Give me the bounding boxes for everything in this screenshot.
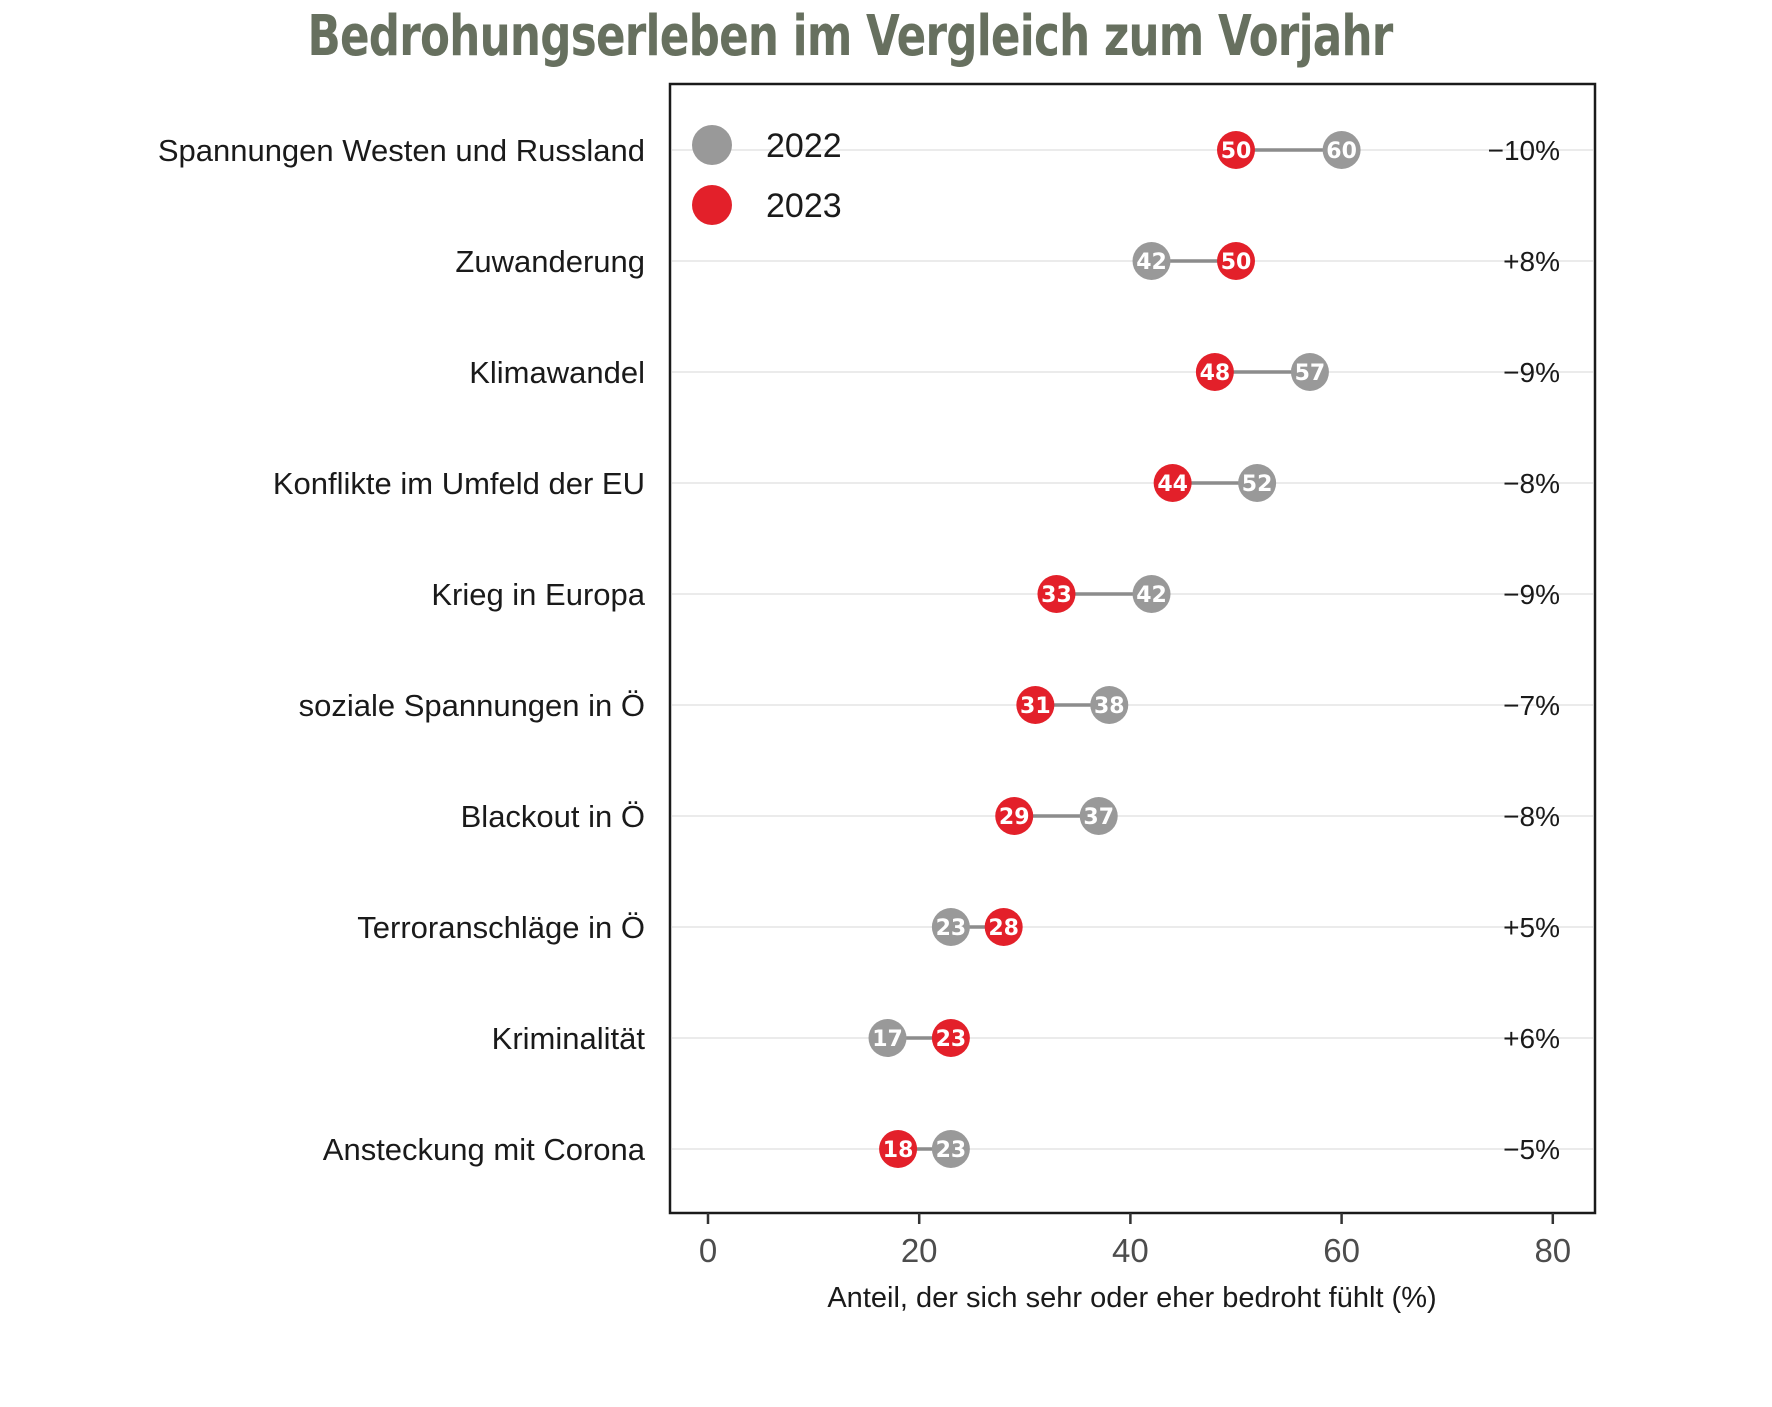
data-point-2023 (1217, 242, 1255, 280)
data-label: 23 (936, 916, 967, 941)
data-point-2022 (1238, 464, 1277, 502)
difference-label: −10% (1488, 135, 1560, 166)
chart-title: Bedrohungserleben im Vergleich zum Vorja… (307, 4, 1393, 69)
difference-label: −8% (1503, 801, 1560, 832)
category-label: Zuwanderung (455, 244, 645, 279)
category-labels: Spannungen Westen und Russland Zuwanderun… (158, 133, 646, 1167)
data-label: 33 (1041, 583, 1072, 608)
x-tick-label: 20 (901, 1232, 938, 1269)
difference-label: +6% (1503, 1023, 1560, 1054)
category-label: Terroranschläge in Ö (357, 910, 645, 945)
connector-lines (887, 148, 1342, 1151)
legend-swatch-2022 (692, 125, 732, 165)
data-label: 42 (1136, 583, 1167, 608)
plot-panel (668, 82, 1597, 1215)
category-label: Ansteckung mit Corona (323, 1132, 646, 1167)
category-label: Krieg in Europa (431, 577, 645, 612)
difference-label: −9% (1503, 579, 1560, 610)
x-tick-label: 40 (1112, 1232, 1149, 1269)
x-tick-label: 80 (1534, 1232, 1571, 1269)
data-label: 44 (1157, 472, 1188, 497)
category-label: Blackout in Ö (461, 799, 645, 834)
data-point-2022 (868, 1019, 907, 1057)
data-label: 48 (1200, 361, 1231, 386)
data-point-2022 (931, 908, 970, 946)
data-label: 28 (988, 916, 1019, 941)
x-axis: 0 20 40 60 80 (699, 1213, 1571, 1269)
data-point-2023 (1037, 575, 1076, 613)
data-point-2023 (879, 1130, 918, 1168)
data-point-2023 (931, 1019, 970, 1057)
data-label: 18 (883, 1138, 914, 1163)
category-label: Klimawandel (469, 355, 645, 390)
data-label: 57 (1295, 361, 1326, 386)
difference-label: −7% (1503, 690, 1560, 721)
data-point-2022 (1090, 686, 1129, 724)
data-point-2023 (995, 797, 1034, 835)
data-label: 17 (872, 1027, 903, 1052)
data-point-2023 (1016, 686, 1055, 724)
difference-label: +8% (1503, 246, 1560, 277)
difference-label: −5% (1503, 1134, 1560, 1165)
data-label: 50 (1221, 250, 1252, 275)
x-axis-label: Anteil, der sich sehr oder eher bedroht … (827, 1282, 1436, 1314)
data-point-2022 (931, 1130, 970, 1168)
data-point-2023 (1153, 464, 1192, 502)
data-label: 42 (1136, 250, 1167, 275)
data-label: 37 (1083, 805, 1114, 830)
data-label: 60 (1326, 139, 1357, 164)
legend: 2022 2023 (692, 125, 842, 225)
difference-label: −8% (1503, 468, 1560, 499)
data-label: 23 (936, 1138, 967, 1163)
data-point-2022 (1079, 797, 1118, 835)
legend-entry-2023: 2023 (766, 187, 842, 225)
x-tick-label: 60 (1323, 1232, 1360, 1269)
data-point-2023 (984, 908, 1023, 946)
data-label: 23 (936, 1027, 967, 1052)
x-tick-label: 0 (699, 1232, 717, 1269)
difference-label: −9% (1503, 357, 1560, 388)
legend-entry-2022: 2022 (766, 127, 842, 165)
data-label: 29 (999, 805, 1030, 830)
data-point-2022 (1132, 242, 1171, 280)
data-point-2022 (1290, 353, 1329, 391)
data-point-2022 (1322, 131, 1361, 169)
difference-label: +5% (1503, 912, 1560, 943)
data-label: 31 (1020, 694, 1051, 719)
data-point-2022 (1132, 575, 1171, 613)
data-label: 52 (1242, 472, 1273, 497)
category-label: soziale Spannungen in Ö (299, 688, 645, 723)
difference-labels: −10% +8% −9% −8% −9% −7% −8% +5% +6% −5% (1488, 135, 1560, 1165)
data-label: 50 (1221, 139, 1252, 164)
data-label: 38 (1094, 694, 1125, 719)
category-label: Kriminalität (492, 1021, 646, 1056)
category-label: Konflikte im Umfeld der EU (273, 466, 645, 501)
data-points: 60 50 42 50 57 48 52 44 42 33 38 31 37 29 23 28 17 23 23 18 (868, 131, 1361, 1168)
legend-swatch-2023 (692, 185, 732, 225)
category-label: Spannungen Westen und Russland (158, 133, 645, 168)
grid-lines (672, 149, 1593, 1150)
data-point-2023 (1195, 353, 1234, 391)
data-point-2023 (1217, 131, 1255, 169)
